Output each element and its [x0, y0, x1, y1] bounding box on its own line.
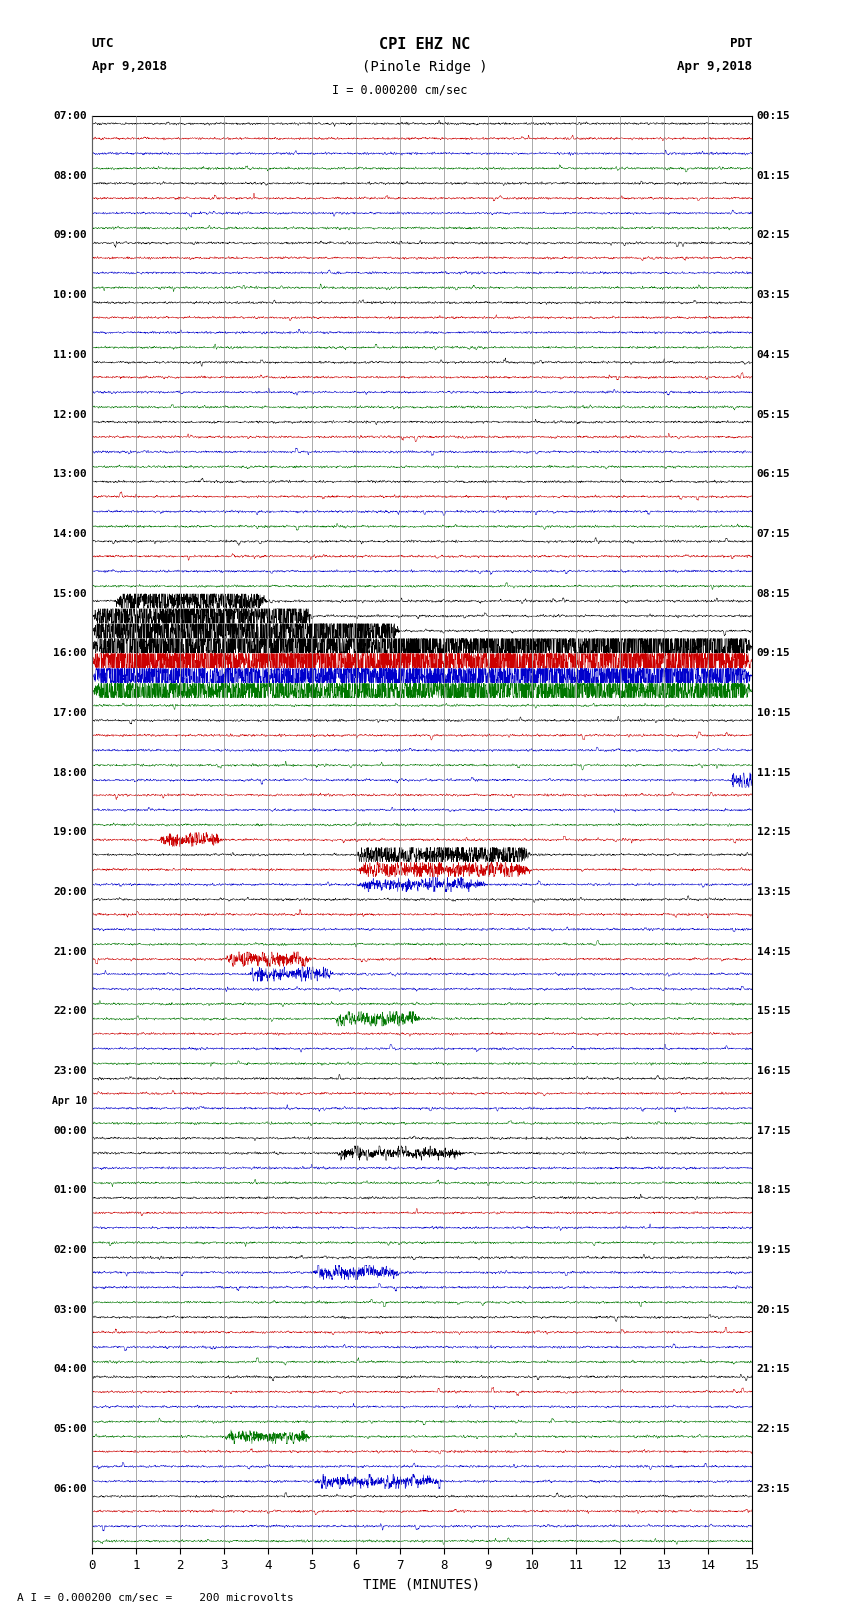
Text: 13:15: 13:15 [756, 887, 790, 897]
Text: (Pinole Ridge ): (Pinole Ridge ) [362, 60, 488, 74]
Text: 22:15: 22:15 [756, 1424, 790, 1434]
Text: 04:00: 04:00 [54, 1365, 88, 1374]
Text: 16:15: 16:15 [756, 1066, 790, 1076]
Text: Apr 9,2018: Apr 9,2018 [677, 60, 752, 73]
Text: 05:00: 05:00 [54, 1424, 88, 1434]
Text: 10:00: 10:00 [54, 290, 88, 300]
Text: 06:00: 06:00 [54, 1484, 88, 1494]
Text: 12:15: 12:15 [756, 827, 790, 837]
Text: 00:15: 00:15 [756, 111, 790, 121]
Text: 11:15: 11:15 [756, 768, 790, 777]
Text: 03:00: 03:00 [54, 1305, 88, 1315]
Text: 17:00: 17:00 [54, 708, 88, 718]
Text: 05:15: 05:15 [756, 410, 790, 419]
Text: 08:00: 08:00 [54, 171, 88, 181]
Text: 14:00: 14:00 [54, 529, 88, 539]
Text: 11:00: 11:00 [54, 350, 88, 360]
Text: 20:00: 20:00 [54, 887, 88, 897]
Text: 07:00: 07:00 [54, 111, 88, 121]
Text: 01:00: 01:00 [54, 1186, 88, 1195]
Text: 15:15: 15:15 [756, 1007, 790, 1016]
Text: I = 0.000200 cm/sec: I = 0.000200 cm/sec [332, 84, 468, 97]
Text: 13:00: 13:00 [54, 469, 88, 479]
Text: 22:00: 22:00 [54, 1007, 88, 1016]
Text: 18:15: 18:15 [756, 1186, 790, 1195]
Text: 15:00: 15:00 [54, 589, 88, 598]
Text: 08:15: 08:15 [756, 589, 790, 598]
Text: 17:15: 17:15 [756, 1126, 790, 1136]
Text: 20:15: 20:15 [756, 1305, 790, 1315]
X-axis label: TIME (MINUTES): TIME (MINUTES) [364, 1578, 480, 1592]
Text: 19:00: 19:00 [54, 827, 88, 837]
Text: 18:00: 18:00 [54, 768, 88, 777]
Text: 00:00: 00:00 [54, 1126, 88, 1136]
Text: 14:15: 14:15 [756, 947, 790, 957]
Text: 16:00: 16:00 [54, 648, 88, 658]
Text: 12:00: 12:00 [54, 410, 88, 419]
Text: 23:00: 23:00 [54, 1066, 88, 1076]
Text: 09:15: 09:15 [756, 648, 790, 658]
Text: 09:00: 09:00 [54, 231, 88, 240]
Text: 19:15: 19:15 [756, 1245, 790, 1255]
Text: 01:15: 01:15 [756, 171, 790, 181]
Text: Apr 10: Apr 10 [52, 1097, 88, 1107]
Text: 21:00: 21:00 [54, 947, 88, 957]
Text: 02:00: 02:00 [54, 1245, 88, 1255]
Text: 06:15: 06:15 [756, 469, 790, 479]
Text: 10:15: 10:15 [756, 708, 790, 718]
Text: CPI EHZ NC: CPI EHZ NC [379, 37, 471, 52]
Text: UTC: UTC [92, 37, 114, 50]
Text: A I = 0.000200 cm/sec =    200 microvolts: A I = 0.000200 cm/sec = 200 microvolts [17, 1594, 294, 1603]
Text: Apr 9,2018: Apr 9,2018 [92, 60, 167, 73]
Text: 23:15: 23:15 [756, 1484, 790, 1494]
Text: 02:15: 02:15 [756, 231, 790, 240]
Text: 21:15: 21:15 [756, 1365, 790, 1374]
Text: 04:15: 04:15 [756, 350, 790, 360]
Text: 07:15: 07:15 [756, 529, 790, 539]
Text: PDT: PDT [730, 37, 752, 50]
Text: 03:15: 03:15 [756, 290, 790, 300]
